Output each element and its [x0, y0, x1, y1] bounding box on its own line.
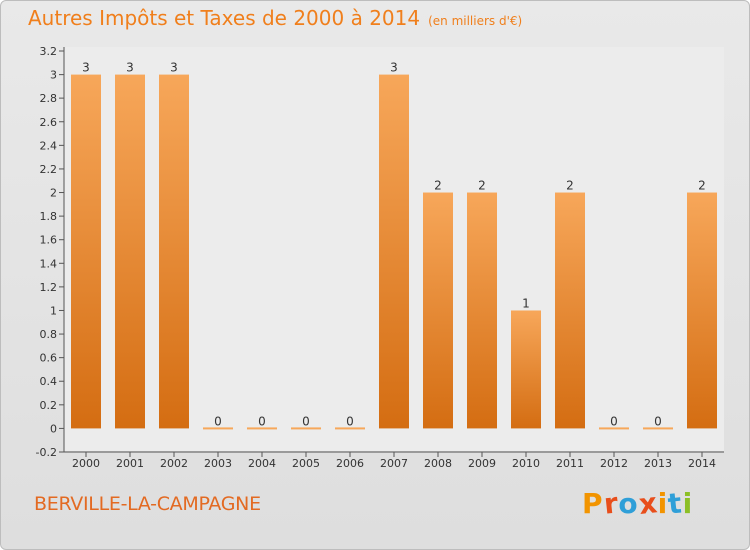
data-label-2009: 2 — [478, 179, 486, 193]
proxiti-logo[interactable]: Proxiti — [582, 486, 694, 521]
x-tick-label-2012: 2012 — [600, 457, 628, 470]
y-tick-label: 2.4 — [40, 139, 58, 152]
x-tick-label-2001: 2001 — [116, 457, 144, 470]
logo-letter: x — [636, 486, 660, 521]
data-label-2007: 3 — [390, 61, 398, 75]
y-tick-label: 2.8 — [40, 92, 58, 105]
data-label-2011: 2 — [566, 179, 574, 193]
chart-title: Autres Impôts et Taxes de 2000 à 2014 (en… — [28, 6, 522, 30]
bar-2005 — [291, 427, 321, 430]
x-tick-label-2005: 2005 — [292, 457, 320, 470]
y-tick-label: 1.6 — [40, 234, 58, 247]
data-label-2001: 3 — [126, 61, 134, 75]
logo-letter: i — [682, 487, 694, 520]
bar-2004 — [247, 427, 277, 430]
bar-2012 — [599, 427, 629, 430]
data-label-2004: 0 — [258, 414, 266, 428]
logo-letter: P — [582, 487, 604, 520]
y-tick-label: 1 — [50, 304, 57, 317]
bar-2009 — [467, 192, 497, 429]
bar-2006 — [335, 427, 365, 430]
y-tick-label: 0.6 — [40, 352, 58, 365]
data-label-2013: 0 — [654, 414, 662, 428]
data-label-2005: 0 — [302, 414, 310, 428]
x-tick-label-2002: 2002 — [160, 457, 188, 470]
data-label-2012: 0 — [610, 414, 618, 428]
y-tick-label: 0.8 — [40, 328, 58, 341]
x-tick-label-2003: 2003 — [204, 457, 232, 470]
data-label-2003: 0 — [214, 414, 222, 428]
data-label-2010: 1 — [522, 296, 530, 310]
bar-2003 — [203, 427, 233, 430]
y-tick-label: 1.2 — [40, 281, 58, 294]
y-tick-label: 2 — [50, 187, 57, 200]
bar-2010 — [511, 310, 541, 429]
y-tick-label: 3 — [50, 69, 57, 82]
x-tick-label-2013: 2013 — [644, 457, 672, 470]
logo-letter: i — [657, 487, 669, 520]
data-label-2014: 2 — [698, 179, 706, 193]
x-tick-label-2009: 2009 — [468, 457, 496, 470]
bar-2013 — [643, 427, 673, 430]
title-text: Autres Impôts et Taxes de 2000 à 2014 — [28, 6, 421, 30]
chart-subtitle: (en milliers d'€) — [428, 14, 523, 28]
y-tick-label: 2.6 — [40, 116, 58, 129]
x-tick-label-2014: 2014 — [688, 457, 716, 470]
x-tick-label-2010: 2010 — [512, 457, 540, 470]
x-tick-label-2011: 2011 — [556, 457, 584, 470]
x-tick-label-2004: 2004 — [248, 457, 276, 470]
x-axis-ticks: 2000 2001 2002 2003 2004 2005 2006 2007 2008 2009… — [72, 452, 716, 470]
y-tick-label: 1.4 — [40, 257, 58, 270]
logo-letter: o — [618, 487, 639, 520]
data-label-2008: 2 — [434, 179, 442, 193]
bars-group: 3 3 3 0 0 0 0 3 2 2 1 2 0 0 2 — [71, 61, 717, 430]
logo-letter: r — [601, 486, 621, 521]
bar-2002 — [159, 74, 189, 429]
y-tick-label: -0.2 — [36, 446, 57, 459]
y-tick-label: 1.8 — [40, 210, 58, 223]
x-tick-label-2007: 2007 — [380, 457, 408, 470]
y-tick-label: 2.2 — [40, 163, 58, 176]
y-tick-label: 3.2 — [40, 45, 58, 58]
bar-2008 — [423, 192, 453, 429]
data-label-2000: 3 — [82, 61, 90, 75]
bar-2001 — [115, 74, 145, 429]
data-label-2002: 3 — [170, 61, 178, 75]
x-tick-label-2006: 2006 — [336, 457, 364, 470]
bar-2014 — [687, 192, 717, 429]
x-tick-label-2000: 2000 — [72, 457, 100, 470]
bar-2000 — [71, 74, 101, 429]
bar-2011 — [555, 192, 585, 429]
x-tick-label-2008: 2008 — [424, 457, 452, 470]
y-tick-label: 0.4 — [40, 375, 58, 388]
y-axis-ticks: -0.2 0 0.2 0.4 0.6 0.8 1 1.2 1.4 1.6 1.8 2 2.2 2.4 2.6… — [36, 45, 64, 459]
commune-name: BERVILLE-LA-CAMPAGNE — [34, 493, 261, 515]
y-tick-label: 0.2 — [40, 399, 58, 412]
bar-2007 — [379, 74, 409, 429]
data-label-2006: 0 — [346, 414, 354, 428]
y-tick-label: 0 — [50, 422, 57, 435]
